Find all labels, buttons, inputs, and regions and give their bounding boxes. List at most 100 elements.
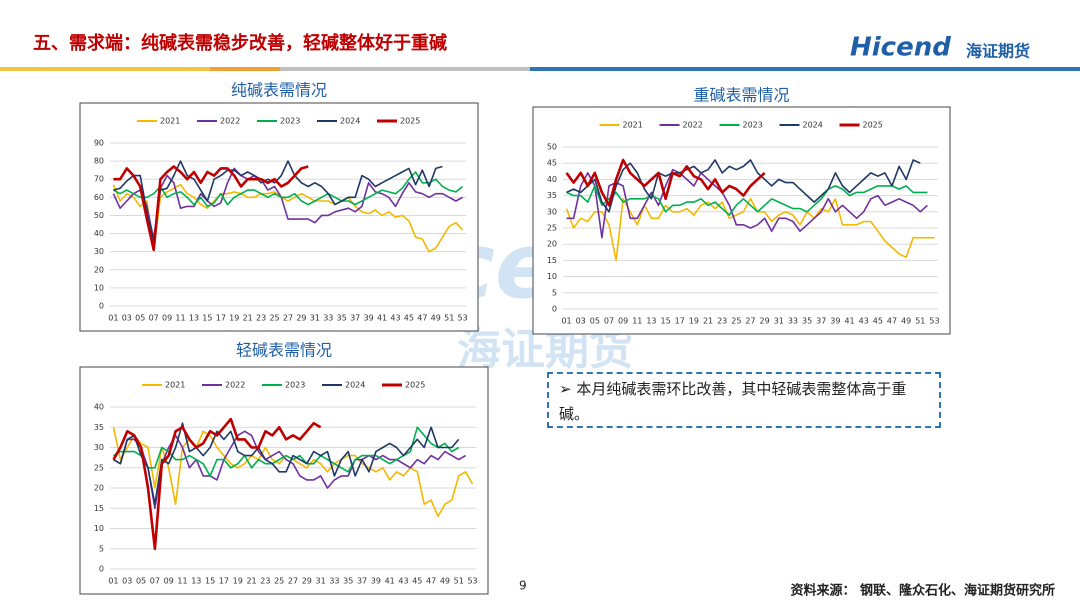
x-tick-label: 49 [431,314,441,323]
x-tick-label: 03 [122,314,132,323]
x-tick-label: 53 [929,317,939,326]
legend-label: 2025 [400,117,420,126]
x-tick-label: 01 [108,314,118,323]
legend-label: 2022 [225,381,245,390]
x-tick-label: 43 [859,317,869,326]
series-line [113,171,464,208]
x-tick-label: 13 [189,314,199,323]
x-tick-label: 19 [689,317,699,326]
series-line [566,159,921,213]
x-tick-label: 39 [364,314,374,323]
x-tick-label: 37 [350,314,360,323]
x-tick-label: 31 [316,577,326,586]
source: 资料来源： 钢联、隆众石化、海证期货研究所 [790,583,1055,599]
y-tick-label: 30 [94,443,104,452]
chart-title: 轻碱表需情况 [236,341,332,360]
x-tick-label: 15 [661,317,671,326]
x-tick-label: 47 [426,577,436,586]
x-tick-label: 31 [774,317,784,326]
y-tick-label: 40 [94,403,104,412]
chart-frame [79,366,489,595]
y-tick-label: 20 [94,265,104,274]
y-tick-label: 45 [547,159,557,168]
x-tick-label: 03 [122,577,132,586]
legend-label: 2022 [683,121,703,130]
x-tick-label: 23 [260,577,270,586]
x-tick-label: 37 [357,577,367,586]
y-tick-label: 10 [94,283,104,292]
y-tick-label: 35 [547,191,557,200]
x-tick-label: 05 [135,314,145,323]
chart-title: 重碱表需情况 [693,86,789,105]
x-tick-label: 45 [873,317,883,326]
x-tick-label: 25 [269,314,279,323]
x-tick-label: 27 [288,577,298,586]
x-tick-label: 13 [191,577,201,586]
x-tick-label: 41 [385,577,395,586]
y-tick-label: 10 [94,524,104,533]
x-tick-label: 39 [371,577,381,586]
note-text: 本月纯碱表需环比改善，其中轻碱表需整体高于重碱。 [559,380,907,423]
legend-label: 2024 [340,117,360,126]
legend-label: 2024 [345,381,365,390]
x-tick-label: 07 [150,577,160,586]
series-line [565,158,766,207]
y-tick-label: 0 [99,565,104,574]
y-tick-label: 25 [94,463,104,472]
legend-label: 2023 [743,121,763,130]
x-tick-label: 05 [136,577,146,586]
x-tick-label: 35 [802,317,812,326]
x-tick-label: 43 [390,314,400,323]
y-tick-label: 70 [94,175,104,184]
y-tick-label: 0 [99,302,104,311]
series-line [113,165,309,252]
x-tick-label: 29 [760,317,770,326]
x-tick-label: 07 [149,314,159,323]
series-line [113,422,460,505]
legend-label: 2023 [280,117,300,126]
x-tick-label: 35 [343,577,353,586]
y-tick-label: 15 [547,256,557,265]
legend-label: 2024 [803,121,823,130]
x-tick-label: 17 [219,577,229,586]
x-tick-label: 27 [283,314,293,323]
x-tick-label: 45 [412,577,422,586]
x-tick-label: 05 [590,317,600,326]
x-tick-label: 11 [175,314,185,323]
y-tick-label: 10 [547,272,557,281]
x-tick-label: 33 [788,317,798,326]
y-tick-label: 60 [94,193,104,202]
x-tick-label: 31 [310,314,320,323]
x-tick-label: 25 [274,577,284,586]
x-tick-label: 21 [243,314,253,323]
x-tick-label: 01 [561,317,571,326]
x-tick-label: 01 [108,577,118,586]
note: ➢ 本月纯碱表需环比改善，其中轻碱表需整体高于重碱。 [547,372,941,428]
x-tick-label: 19 [229,314,239,323]
y-tick-label: 35 [94,423,104,432]
x-tick-label: 33 [323,314,333,323]
x-tick-label: 47 [887,317,897,326]
legend-label: 2023 [285,381,305,390]
x-tick-label: 07 [604,317,614,326]
x-tick-label: 49 [901,317,911,326]
y-tick-label: 15 [94,504,104,513]
y-tick-label: 20 [94,484,104,493]
x-tick-label: 29 [296,314,306,323]
legend-label: 2021 [623,121,643,130]
x-tick-label: 09 [164,577,174,586]
logo: Hicend [850,33,951,63]
y-tick-label: 20 [547,240,557,249]
x-tick-label: 13 [646,317,656,326]
legend-label: 2021 [165,381,185,390]
y-tick-label: 25 [547,224,557,233]
x-tick-label: 19 [233,577,243,586]
slide-title: 五、需求端：纯碱表需稳步改善，轻碱整体好于重碱 [33,32,447,54]
legend-label: 2025 [863,121,883,130]
header-bar [530,67,1080,71]
header-bar [0,67,210,71]
x-tick-label: 29 [302,577,312,586]
x-tick-label: 27 [745,317,755,326]
x-tick-label: 11 [632,317,642,326]
